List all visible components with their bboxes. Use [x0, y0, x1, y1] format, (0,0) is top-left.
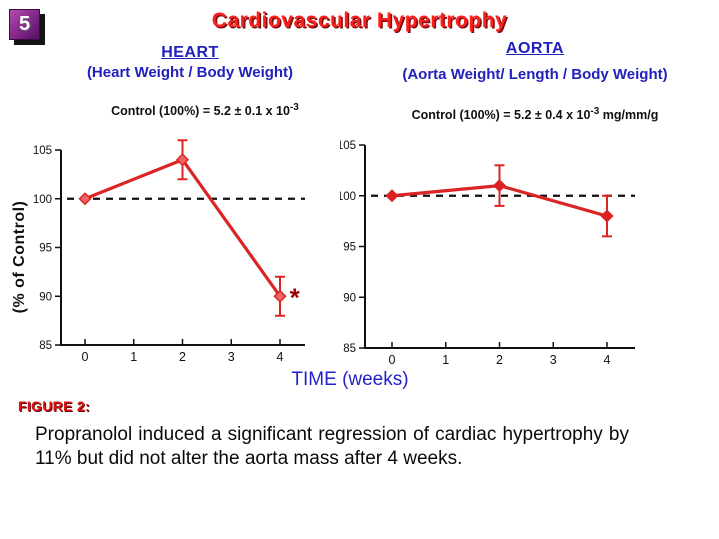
- aorta-heading-label: AORTA: [505, 40, 565, 57]
- aorta-heading: AORTA: [380, 40, 690, 58]
- figure-label: FIGURE 2:: [18, 398, 90, 414]
- aorta-control-suffix: mg/mm/g: [599, 108, 659, 123]
- slide-number: 5: [18, 13, 31, 35]
- x-tick-label: 2: [496, 353, 503, 367]
- aorta-subtitle: (Aorta Weight/ Length / Body Weight): [402, 66, 668, 83]
- data-point-marker[interactable]: [175, 153, 190, 167]
- heart-control-exponent: -3: [289, 102, 299, 113]
- heart-chart: 85 90 95 100 105 0 1 2 3 4 *: [33, 139, 305, 364]
- x-tick-label: 0: [389, 353, 396, 367]
- data-point-marker[interactable]: [492, 179, 507, 193]
- slide-number-badge[interactable]: 5: [9, 9, 40, 40]
- y-tick-label: 95: [39, 243, 52, 255]
- x-tick-label: 3: [228, 350, 235, 364]
- x-tick-label: 1: [130, 350, 137, 364]
- aorta-control-text: Control (100%) = 5.2 ± 0.4 x 10: [411, 108, 591, 123]
- figure-caption: Propranolol induced a significant regres…: [35, 424, 629, 469]
- y-tick-label: 100: [33, 194, 52, 206]
- heart-heading-label: HEART: [161, 44, 219, 61]
- heart-control-note: Control (100%) = 5.2 ± 0.1 x 10-3: [55, 102, 355, 118]
- aorta-control-note: Control (100%) = 5.2 ± 0.4 x 10-3 mg/mm/…: [370, 106, 700, 122]
- data-point-marker[interactable]: [600, 209, 614, 223]
- y-tick-label: 90: [39, 291, 52, 303]
- aorta-control-exponent: -3: [590, 106, 600, 117]
- heart-subtitle: (Heart Weight / Body Weight): [86, 64, 294, 81]
- x-tick-label: 4: [277, 350, 284, 364]
- heart-heading: HEART: [40, 44, 340, 62]
- x-tick-label: 3: [550, 353, 557, 367]
- x-tick-label: 1: [442, 353, 449, 367]
- y-tick-label: 105: [340, 140, 356, 152]
- y-tick-label: 85: [39, 340, 52, 352]
- heart-control-text: Control (100%) = 5.2 ± 0.1 x 10: [111, 104, 290, 119]
- aorta-chart: 85 90 95 100 105 0 1 2 3 4: [340, 140, 635, 367]
- significance-asterisk: *: [290, 282, 301, 312]
- data-point-marker[interactable]: [78, 192, 92, 206]
- x-axis-title: TIME (weeks): [291, 369, 409, 390]
- x-tick-label: 2: [179, 350, 186, 364]
- data-point-marker[interactable]: [385, 189, 399, 203]
- y-tick-label: 90: [343, 292, 356, 304]
- y-tick-label: 85: [343, 343, 356, 355]
- data-point-marker[interactable]: [273, 289, 287, 303]
- x-tick-label: 0: [82, 350, 89, 364]
- y-tick-label: 95: [343, 242, 356, 254]
- x-tick-label: 4: [604, 353, 611, 367]
- slide-title: Cardiovascular Hypertrophy: [211, 9, 508, 32]
- y-tick-label: 100: [340, 191, 356, 203]
- y-tick-label: 105: [33, 145, 52, 157]
